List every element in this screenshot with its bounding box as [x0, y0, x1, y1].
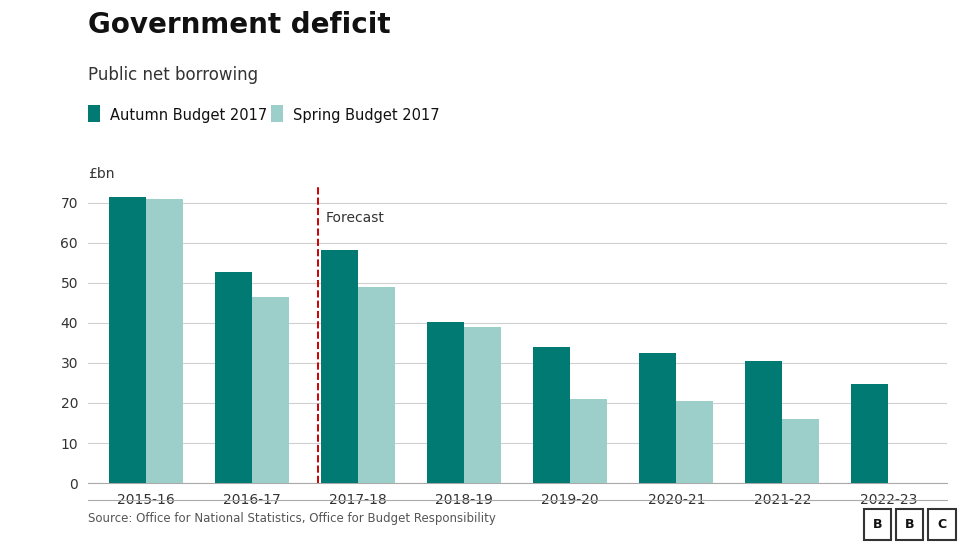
- Bar: [783, 419, 820, 483]
- Text: £bn: £bn: [88, 167, 114, 181]
- Text: C: C: [937, 518, 947, 531]
- Bar: [215, 272, 252, 483]
- Text: Spring Budget 2017: Spring Budget 2017: [293, 108, 439, 123]
- Bar: [321, 250, 358, 483]
- FancyBboxPatch shape: [864, 509, 891, 540]
- Text: Forecast: Forecast: [325, 211, 385, 225]
- Text: Government deficit: Government deficit: [88, 11, 390, 39]
- Text: Public net borrowing: Public net borrowing: [88, 66, 258, 84]
- Bar: [570, 399, 607, 483]
- Bar: [851, 384, 888, 483]
- Bar: [146, 199, 183, 483]
- Text: Autumn Budget 2017: Autumn Budget 2017: [110, 108, 267, 123]
- Bar: [465, 327, 502, 483]
- Text: Source: Office for National Statistics, Office for Budget Responsibility: Source: Office for National Statistics, …: [88, 512, 496, 525]
- Bar: [252, 297, 289, 483]
- Bar: [639, 353, 676, 483]
- Text: B: B: [873, 518, 882, 531]
- Bar: [358, 287, 395, 483]
- FancyBboxPatch shape: [896, 509, 923, 540]
- Text: B: B: [905, 518, 915, 531]
- Bar: [427, 322, 465, 483]
- Bar: [109, 197, 146, 483]
- Bar: [746, 361, 783, 483]
- Bar: [533, 346, 570, 483]
- FancyBboxPatch shape: [928, 509, 956, 540]
- Bar: [676, 401, 713, 483]
